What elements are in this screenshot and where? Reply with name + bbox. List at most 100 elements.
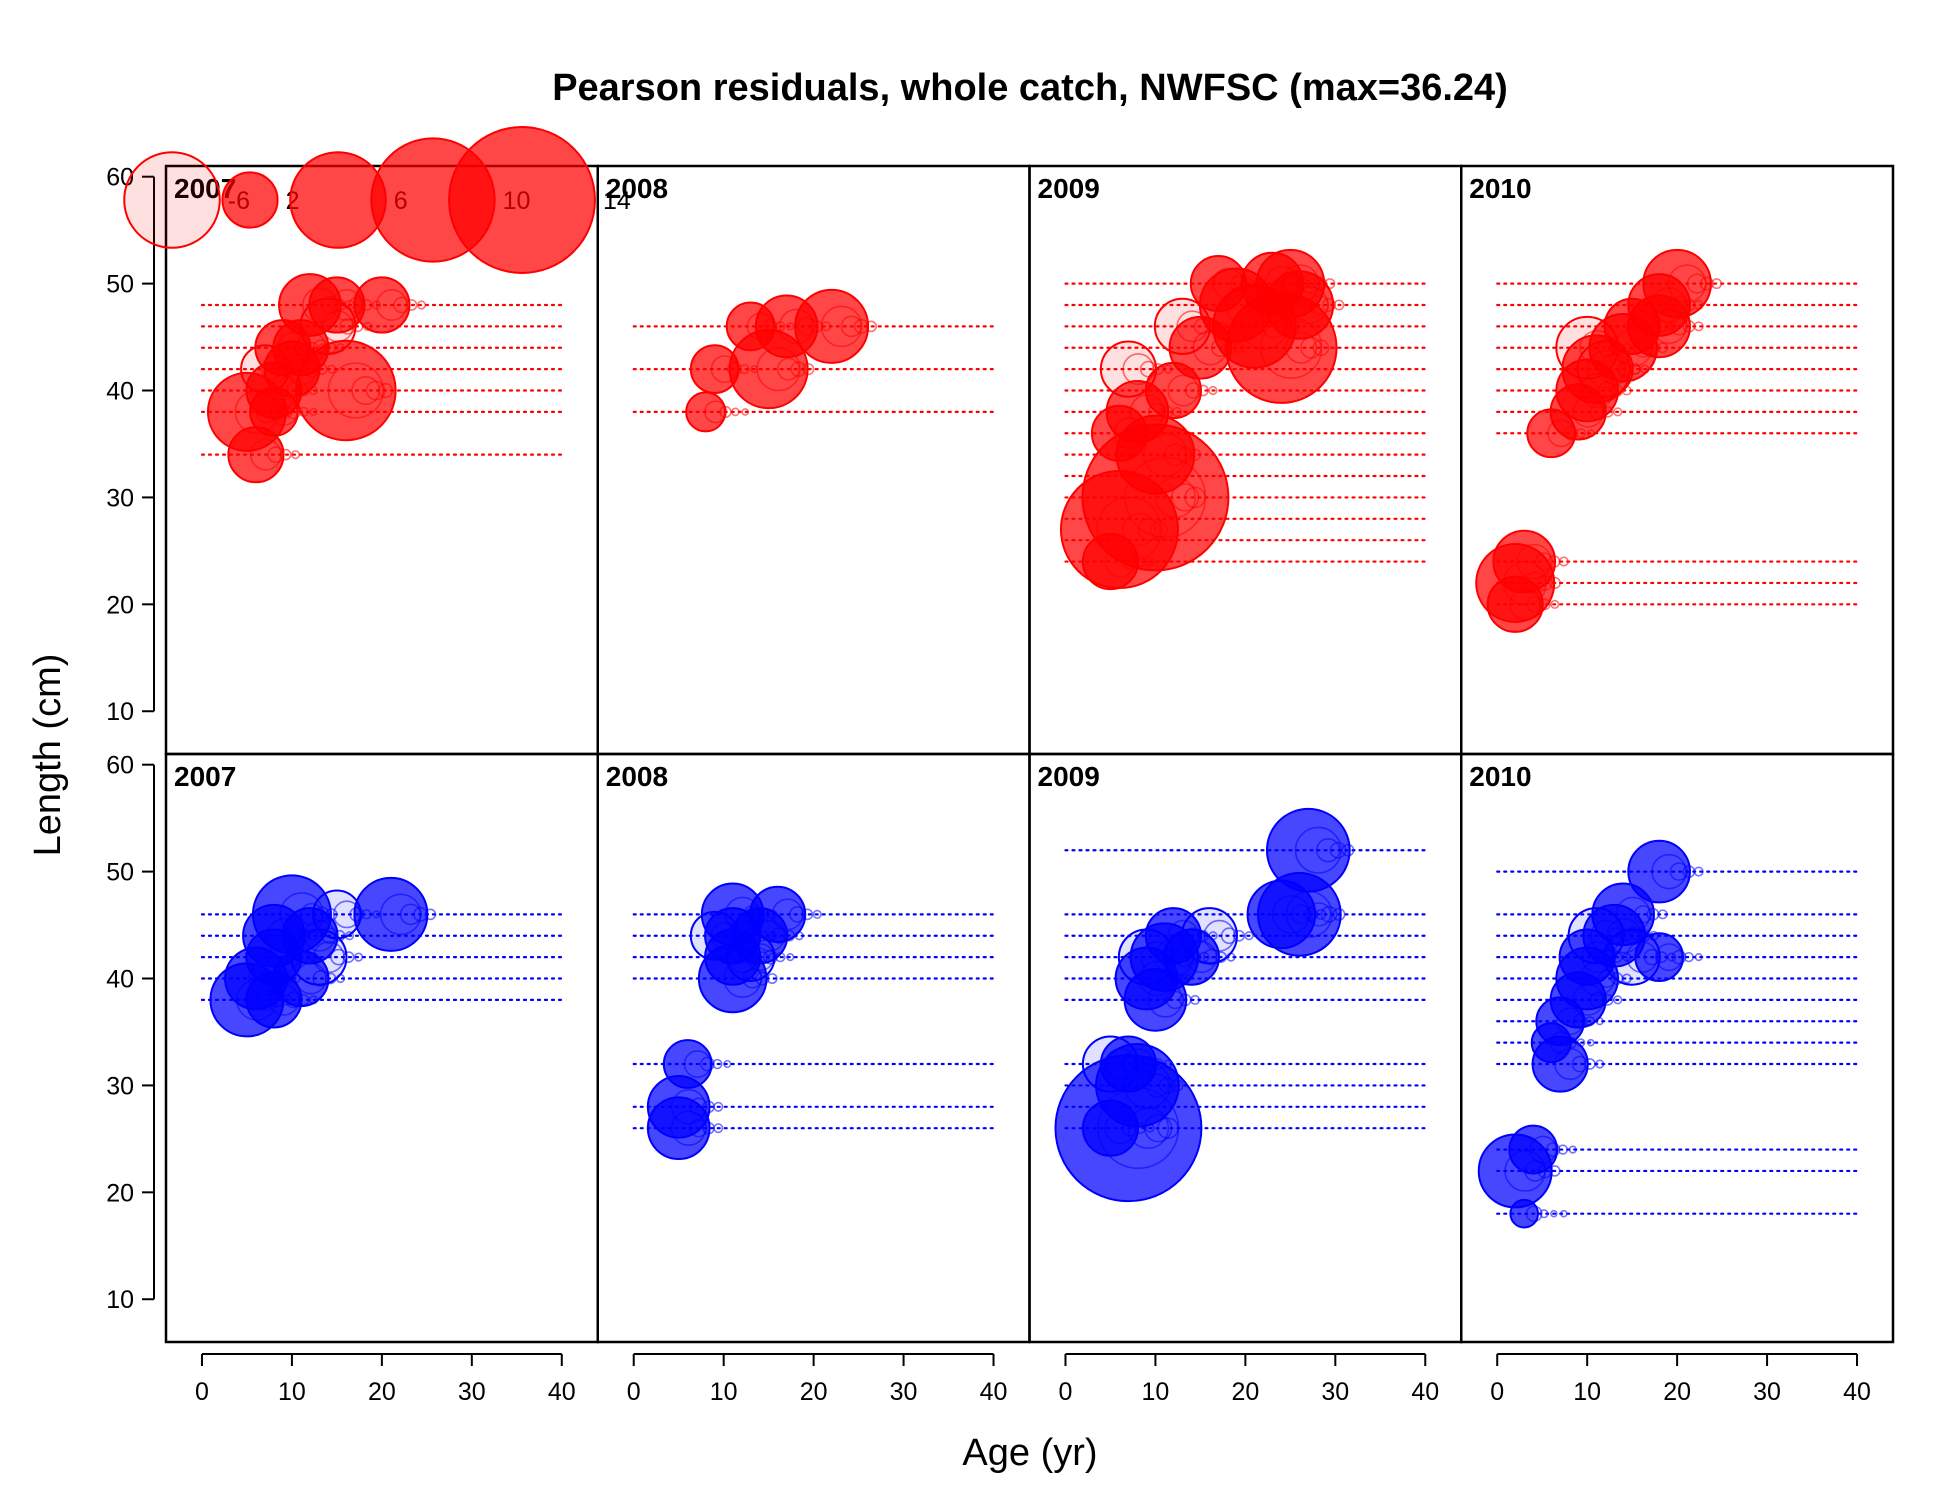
x-tick-label: 10 <box>1142 1378 1170 1406</box>
residual-ring <box>713 1101 724 1112</box>
panel-2007-female: 2007102030405060 <box>106 164 599 756</box>
residual-ring <box>1559 1209 1568 1218</box>
residual-bubble <box>1603 297 1661 355</box>
residual-ring <box>1557 1144 1569 1155</box>
residual-ring <box>1693 321 1704 332</box>
residual-ring <box>1558 556 1569 567</box>
y-tick-label: 60 <box>106 752 134 780</box>
x-tick-label: 0 <box>627 1378 641 1406</box>
residual-ring <box>741 408 750 416</box>
x-tick-label: 30 <box>1321 1378 1349 1406</box>
x-tick-label: 30 <box>1753 1378 1781 1406</box>
panel-frame <box>164 752 599 1344</box>
residual-ring <box>1683 951 1694 963</box>
residual-bubble <box>1246 879 1317 950</box>
residual-bubble <box>1634 932 1685 983</box>
residual-ring <box>730 407 740 417</box>
residual-bubble <box>1486 575 1544 633</box>
residual-bubble <box>1081 532 1140 591</box>
residual-bubble <box>1567 907 1625 965</box>
residual-ring <box>1233 929 1245 942</box>
residual-bubble <box>353 876 429 952</box>
y-tick-label: 40 <box>106 378 134 406</box>
panel-year-label: 2010 <box>1469 761 1531 792</box>
y-tick-label: 20 <box>106 1179 134 1207</box>
residual-ring <box>1693 866 1704 877</box>
residual-bubble <box>245 971 303 1029</box>
residual-ring <box>1613 407 1623 417</box>
residual-ring <box>1208 385 1218 396</box>
residual-ring <box>1711 278 1723 290</box>
residual-bubble <box>662 1039 713 1089</box>
residual-ring <box>786 953 795 962</box>
residual-bubble <box>1090 404 1149 462</box>
residual-bubble <box>1081 1035 1140 1093</box>
residual-ring <box>342 951 355 963</box>
residual-ring <box>353 952 364 962</box>
residual-bubble <box>249 387 299 437</box>
residual-bubble <box>1530 1022 1572 1064</box>
residual-ring <box>1657 909 1668 920</box>
legend-bubble <box>448 126 596 274</box>
panel-frame <box>1460 752 1895 1344</box>
y-tick-label: 50 <box>106 271 134 299</box>
x-tick-label: 30 <box>458 1378 486 1406</box>
y-tick-label: 20 <box>106 591 134 619</box>
residual-bubble <box>1509 1198 1540 1229</box>
residual-ring <box>1621 973 1632 984</box>
residual-bubble <box>646 1096 711 1161</box>
residual-bubble <box>1240 251 1305 316</box>
panel-2010-female: 2010 <box>1460 164 1895 756</box>
x-tick-label: 40 <box>1411 1378 1439 1406</box>
legend-bubble <box>123 151 221 249</box>
panel-year-label: 2009 <box>1038 173 1100 204</box>
x-axis-title: Age (yr) <box>962 1432 1097 1474</box>
residual-ring <box>416 300 427 310</box>
residual-bubble <box>725 301 776 352</box>
residual-ring <box>1595 1059 1605 1069</box>
panels-layer: 2007102030405060200820092010200701020304… <box>106 164 1895 1406</box>
panel-2008-male: 2008 0 10 20 30 40 <box>596 752 1031 1406</box>
y-tick-label: 50 <box>106 859 134 887</box>
residual-bubble <box>1153 297 1211 355</box>
residual-bubble <box>1099 1035 1158 1093</box>
residual-ring <box>812 909 822 919</box>
residual-bubble <box>353 276 411 334</box>
panel-frame <box>596 752 1031 1344</box>
x-tick-label: 10 <box>278 1378 306 1406</box>
x-tick-label: 0 <box>1490 1378 1504 1406</box>
residual-ring <box>1550 1209 1558 1218</box>
x-tick-label: 10 <box>710 1378 738 1406</box>
legend-bubble <box>221 171 279 229</box>
residual-bubble <box>685 391 727 433</box>
residual-ring <box>766 973 778 984</box>
x-tick-label: 10 <box>1573 1378 1601 1406</box>
x-tick-label: 40 <box>548 1378 576 1406</box>
residual-ring <box>1333 299 1345 311</box>
y-tick-label: 30 <box>106 1072 134 1100</box>
panel-2007-male: 2007 0 10 20 30 40 10 20 30 40 50 60 <box>106 752 599 1406</box>
panel-year-label: 2008 <box>606 761 668 792</box>
residual-bubble <box>1117 928 1176 986</box>
residual-ring <box>1586 1038 1595 1047</box>
x-tick-label: 20 <box>1663 1378 1691 1406</box>
x-tick-label: 40 <box>1843 1378 1871 1406</box>
residual-ring <box>1694 953 1703 962</box>
panel-year-label: 2009 <box>1038 761 1100 792</box>
x-tick-label: 20 <box>800 1378 828 1406</box>
residual-bubble <box>1576 340 1634 398</box>
residual-bubble <box>240 344 290 395</box>
panel-2009-male: 2009 0 10 20 30 40 <box>1028 752 1463 1406</box>
residual-ring <box>1539 1209 1549 1219</box>
residual-ring <box>1568 1145 1577 1154</box>
chart-title: Pearson residuals, whole catch, NWFSC (m… <box>552 67 1508 109</box>
residual-bubble <box>1627 839 1691 904</box>
panel-frame <box>596 164 1031 756</box>
residual-ring <box>723 1059 732 1069</box>
residual-ring <box>290 450 301 460</box>
residual-ring <box>713 1123 724 1134</box>
residual-bubble <box>1099 340 1158 398</box>
legend: -6261014 <box>123 126 631 274</box>
residual-ring <box>1244 931 1254 941</box>
